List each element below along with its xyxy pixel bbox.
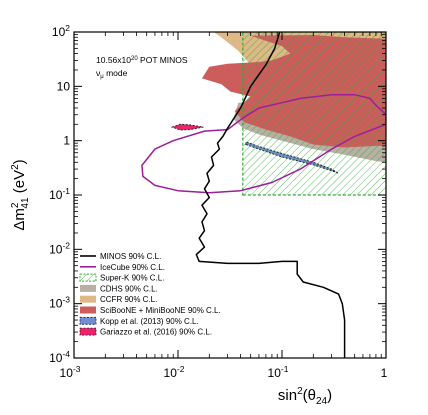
- legend-label: CDHS 90% C.L.: [100, 284, 158, 293]
- legend-entry-super-k-90-c-l: Super-K 90% C.L.: [79, 273, 164, 283]
- x-tick-label: 10-3: [60, 364, 81, 380]
- legend-label: SciBooNE + MiniBooNE 90% C.L.: [100, 306, 221, 315]
- legend-label: Gariazzo et al. (2016) 90% C.L.: [100, 328, 212, 337]
- legend-swatch: [80, 306, 96, 314]
- series-gariazzo-et-al-2016-90-c-l: [170, 123, 204, 131]
- legend-entry-ccfr-90-c-l: CCFR 90% C.L.: [80, 295, 157, 304]
- series-minos-90-c-l: [195, 32, 346, 358]
- x-axis-label: sin2(θ24): [278, 386, 332, 407]
- x-tick-label: 1: [381, 366, 388, 380]
- y-tick-label: 1: [63, 134, 70, 148]
- y-tick-label: 10-2: [49, 240, 70, 256]
- y-tick-label: 10: [57, 79, 71, 93]
- legend-entry-cdhs-90-c-l: CDHS 90% C.L.: [80, 284, 158, 293]
- legend-entry-gariazzo-et-al-2016-90-c-l: Gariazzo et al. (2016) 90% C.L.: [79, 327, 212, 337]
- y-tick-label: 10-4: [49, 349, 70, 365]
- legend-label: Super-K 90% C.L.: [100, 274, 164, 283]
- legend-label: MINOS 90% C.L.: [100, 252, 161, 261]
- legend-swatch: [80, 284, 96, 292]
- legend-swatch: [80, 295, 96, 303]
- legend-entry-sciboone-miniboone-90-c-l: SciBooNE + MiniBooNE 90% C.L.: [80, 306, 221, 315]
- legend-swatch: [79, 327, 97, 336]
- legend: MINOS 90% C.L. IceCube 90% C.L. Super-K 90…: [79, 252, 221, 337]
- legend-entry-icecube-90-c-l: IceCube 90% C.L.: [80, 263, 165, 272]
- annotation-mode: νμ mode: [96, 68, 128, 80]
- legend-entry-kopp-et-al-2013-90-c-l: Kopp et al. (2013) 90% C.L.: [79, 316, 199, 326]
- series-super-k-90-c-l: [242, 32, 386, 196]
- legend-label: CCFR 90% C.L.: [100, 295, 157, 304]
- series-icecube-90-c-l: [141, 93, 386, 194]
- y-tick-label: 10-1: [49, 186, 70, 202]
- legend-label: IceCube 90% C.L.: [100, 263, 165, 272]
- plot-series-layer: [141, 32, 386, 358]
- y-tick-label: 102: [52, 23, 70, 39]
- y-axis-label: Δm241 (eV2): [10, 159, 31, 230]
- legend-swatch: [79, 273, 97, 282]
- annotation-exposure: 10.56x1020 POT MINOS: [96, 55, 188, 65]
- x-tick-label: 10-2: [164, 364, 185, 380]
- legend-label: Kopp et al. (2013) 90% C.L.: [100, 317, 199, 326]
- legend-entry-minos-90-c-l: MINOS 90% C.L.: [80, 252, 161, 261]
- annotation: 10.56x1020 POT MINOS νμ mode: [96, 55, 188, 80]
- y-tick-label: 10-3: [49, 295, 70, 311]
- x-tick-label: 10-1: [268, 364, 289, 380]
- legend-swatch: [79, 316, 97, 325]
